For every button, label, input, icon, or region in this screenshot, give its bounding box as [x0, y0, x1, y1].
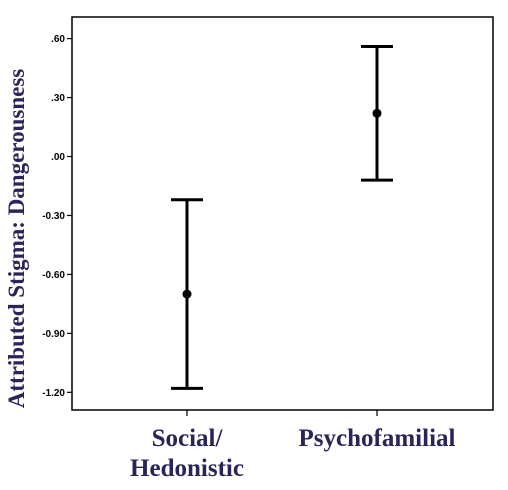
category-labels: Social/Hedonistic Psychofamilial [130, 425, 455, 482]
y-tick-label: .00 [51, 152, 65, 163]
y-tick-label: -0.30 [42, 211, 65, 222]
mean-point [372, 108, 382, 118]
error-bar [361, 44, 393, 182]
x-axis [186, 410, 378, 416]
y-tick-label: -0.90 [42, 329, 65, 340]
error-bar [171, 198, 203, 390]
y-axis: .60 .30 .00 -0.30 -0.60 -0.90 -1.20 [42, 34, 72, 399]
x-category-label: Psychofamilial [299, 425, 456, 452]
y-tick-label: -0.60 [42, 270, 65, 281]
y-axis-title: Attributed Stigma: Dangerousness [4, 69, 29, 409]
x-category-label: Social/Hedonistic [130, 425, 244, 482]
y-tick-label: .60 [51, 34, 65, 45]
mean-point [182, 289, 192, 299]
data-marks [171, 44, 393, 390]
plot-area-frame [71, 16, 494, 411]
y-tick-label: -1.20 [42, 388, 65, 399]
y-tick-label: .30 [51, 93, 65, 104]
